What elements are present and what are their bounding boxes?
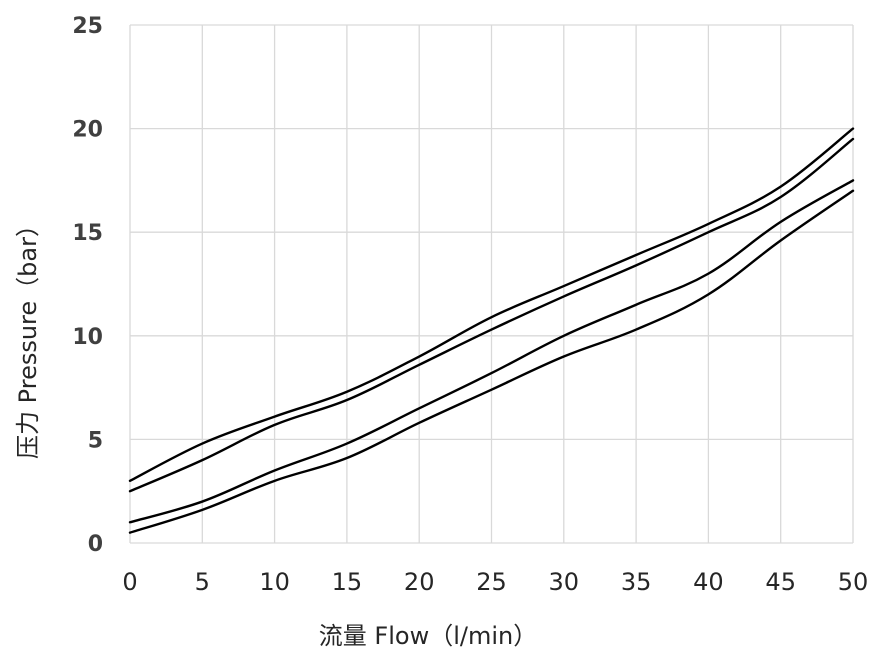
x-axis-ticks: 0 5 10 15 20 25 30 35 40 45 50 [122, 568, 868, 596]
x-tick-label: 30 [549, 568, 580, 596]
x-tick-label: 0 [122, 568, 137, 596]
y-tick-label: 0 [88, 532, 103, 557]
grid-lines [129, 24, 854, 544]
y-tick-label: 15 [72, 221, 103, 246]
y-tick-label: 25 [72, 14, 103, 39]
y-tick-label: 10 [72, 325, 103, 350]
series-lines [128, 127, 855, 534]
y-axis-label: 压力 Pressure（bar） [14, 213, 42, 459]
x-axis-label: 流量 Flow（l/min） [319, 622, 537, 650]
series-line-2 [128, 137, 855, 493]
y-tick-label: 5 [88, 428, 103, 453]
x-tick-label: 10 [259, 568, 290, 596]
x-tick-label: 25 [476, 568, 507, 596]
series-line-3 [128, 179, 855, 524]
x-tick-label: 35 [621, 568, 652, 596]
x-tick-label: 45 [765, 568, 796, 596]
y-axis-ticks: 0 5 10 15 20 25 [72, 14, 103, 557]
x-tick-label: 50 [838, 568, 869, 596]
x-tick-label: 40 [693, 568, 724, 596]
series-line-4 [128, 189, 855, 534]
y-tick-label: 20 [72, 118, 103, 143]
x-tick-label: 5 [195, 568, 210, 596]
x-tick-label: 20 [404, 568, 435, 596]
x-tick-label: 15 [332, 568, 363, 596]
series-line-1 [128, 127, 855, 483]
